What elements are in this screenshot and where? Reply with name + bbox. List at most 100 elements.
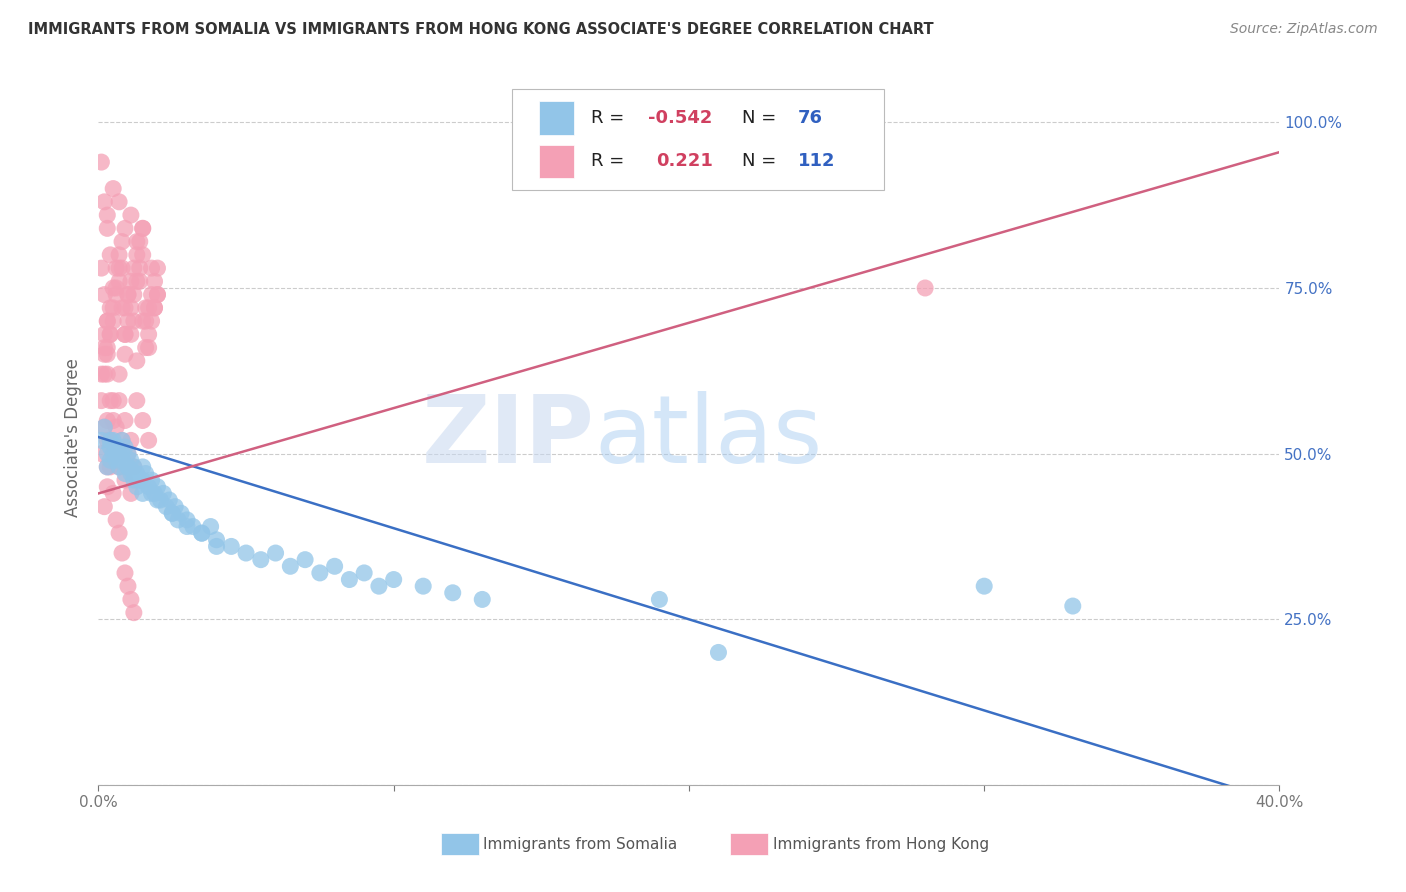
Point: [96, 314, 118, 328]
Point: [135, 467, 157, 481]
Point: [120, 327, 142, 342]
Point: [108, 261, 131, 276]
Point: [141, 473, 163, 487]
Point: [111, 434, 134, 448]
Point: [108, 459, 131, 474]
Point: [105, 420, 128, 434]
Point: [162, 506, 183, 520]
Point: [132, 459, 155, 474]
Point: [165, 500, 187, 514]
Point: [138, 301, 160, 315]
Point: [162, 506, 183, 520]
Point: [122, 459, 145, 474]
Point: [117, 459, 139, 474]
Point: [108, 248, 131, 262]
Point: [90, 261, 112, 276]
Point: [128, 261, 150, 276]
Text: Source: ZipAtlas.com: Source: ZipAtlas.com: [1230, 22, 1378, 37]
Point: [143, 274, 166, 288]
Point: [122, 606, 145, 620]
Point: [176, 519, 198, 533]
Point: [111, 447, 134, 461]
Point: [114, 440, 136, 454]
Point: [96, 367, 118, 381]
Point: [114, 221, 136, 235]
Point: [146, 480, 169, 494]
Point: [114, 301, 136, 315]
Point: [117, 447, 139, 461]
Point: [108, 393, 131, 408]
Point: [111, 235, 134, 249]
Point: [200, 519, 222, 533]
Point: [122, 459, 145, 474]
Point: [125, 354, 148, 368]
Point: [93, 367, 115, 381]
Point: [111, 261, 134, 276]
Point: [122, 467, 145, 481]
Point: [294, 552, 316, 566]
Point: [96, 434, 118, 448]
FancyBboxPatch shape: [512, 89, 884, 190]
Point: [108, 367, 131, 381]
Point: [93, 341, 115, 355]
Point: [93, 327, 115, 342]
Point: [120, 434, 142, 448]
Point: [973, 579, 995, 593]
Point: [90, 447, 112, 461]
Point: [128, 473, 150, 487]
Point: [98, 440, 121, 454]
Point: [96, 347, 118, 361]
Point: [181, 519, 204, 533]
Point: [120, 453, 142, 467]
Point: [122, 314, 145, 328]
Text: R =: R =: [591, 109, 630, 127]
Point: [111, 546, 134, 560]
Point: [103, 413, 125, 427]
Point: [122, 287, 145, 301]
Point: [98, 434, 121, 448]
Point: [93, 420, 115, 434]
Point: [103, 301, 125, 315]
Point: [128, 274, 150, 288]
Text: atlas: atlas: [595, 391, 823, 483]
Point: [471, 592, 494, 607]
Point: [146, 493, 169, 508]
Point: [339, 573, 361, 587]
Text: Immigrants from Somalia: Immigrants from Somalia: [484, 837, 678, 852]
Point: [105, 513, 128, 527]
Point: [141, 287, 163, 301]
Point: [141, 314, 163, 328]
FancyBboxPatch shape: [441, 833, 478, 855]
Point: [114, 327, 136, 342]
Point: [108, 459, 131, 474]
Point: [280, 559, 302, 574]
Point: [191, 526, 214, 541]
FancyBboxPatch shape: [730, 833, 768, 855]
Point: [117, 287, 139, 301]
Point: [98, 301, 121, 315]
Point: [135, 341, 157, 355]
Point: [120, 592, 142, 607]
Point: [117, 579, 139, 593]
Point: [108, 194, 131, 209]
Point: [132, 314, 155, 328]
Point: [176, 513, 198, 527]
Point: [98, 327, 121, 342]
Point: [141, 261, 163, 276]
Point: [114, 413, 136, 427]
Point: [90, 155, 112, 169]
Point: [125, 248, 148, 262]
Point: [98, 248, 121, 262]
Text: N =: N =: [742, 109, 782, 127]
Point: [205, 533, 228, 547]
Point: [105, 261, 128, 276]
Point: [103, 314, 125, 328]
Point: [157, 493, 180, 508]
Point: [120, 208, 142, 222]
Point: [117, 287, 139, 301]
Point: [152, 486, 174, 500]
Point: [309, 566, 332, 580]
Point: [125, 480, 148, 494]
Text: 112: 112: [797, 153, 835, 170]
Point: [132, 248, 155, 262]
